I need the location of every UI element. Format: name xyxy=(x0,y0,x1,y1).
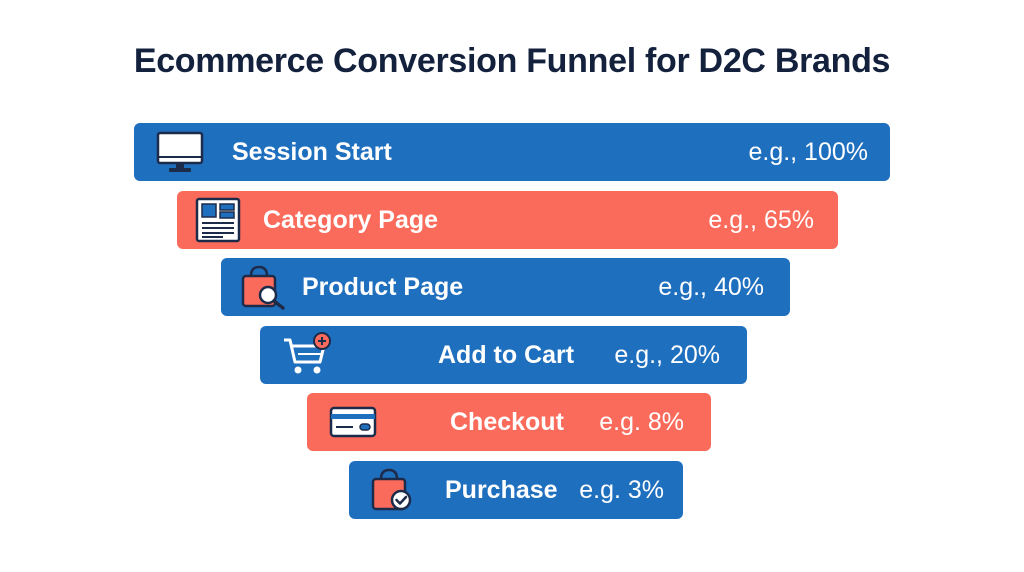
funnel-stage-add-to-cart: Add to Cart e.g., 20% xyxy=(260,326,747,384)
funnel-stage-product-page: Product Page e.g., 40% xyxy=(221,258,790,316)
funnel-stage-session-start: Session Start e.g., 100% xyxy=(134,123,890,181)
stage-value: e.g., 65% xyxy=(708,206,814,234)
stage-value: e.g. 8% xyxy=(599,408,684,436)
monitor-icon xyxy=(154,129,206,175)
stage-label: Product Page xyxy=(302,273,464,301)
stage-label: Checkout xyxy=(450,408,564,436)
stage-value: e.g., 20% xyxy=(614,341,720,369)
credit-card-icon xyxy=(327,399,379,445)
funnel-stage-checkout: Checkout e.g. 8% xyxy=(307,393,711,451)
funnel-stage-purchase: Purchase e.g. 3% xyxy=(349,461,683,519)
stage-label: Add to Cart xyxy=(438,341,575,369)
catalog-page-icon xyxy=(193,197,245,243)
cart-plus-icon xyxy=(280,332,332,378)
diagram-title: Ecommerce Conversion Funnel for D2C Bran… xyxy=(133,42,891,80)
stage-value: e.g., 40% xyxy=(658,273,764,301)
stage-label: Purchase xyxy=(445,476,558,504)
stage-label: Category Page xyxy=(263,206,439,234)
stage-value: e.g., 100% xyxy=(748,138,868,166)
stage-value: e.g. 3% xyxy=(579,476,664,504)
stage-label: Session Start xyxy=(232,138,392,166)
shopping-bag-search-icon xyxy=(237,264,289,310)
shopping-bag-check-icon xyxy=(367,467,419,513)
funnel-stage-category-page: Category Page e.g., 65% xyxy=(177,191,838,249)
